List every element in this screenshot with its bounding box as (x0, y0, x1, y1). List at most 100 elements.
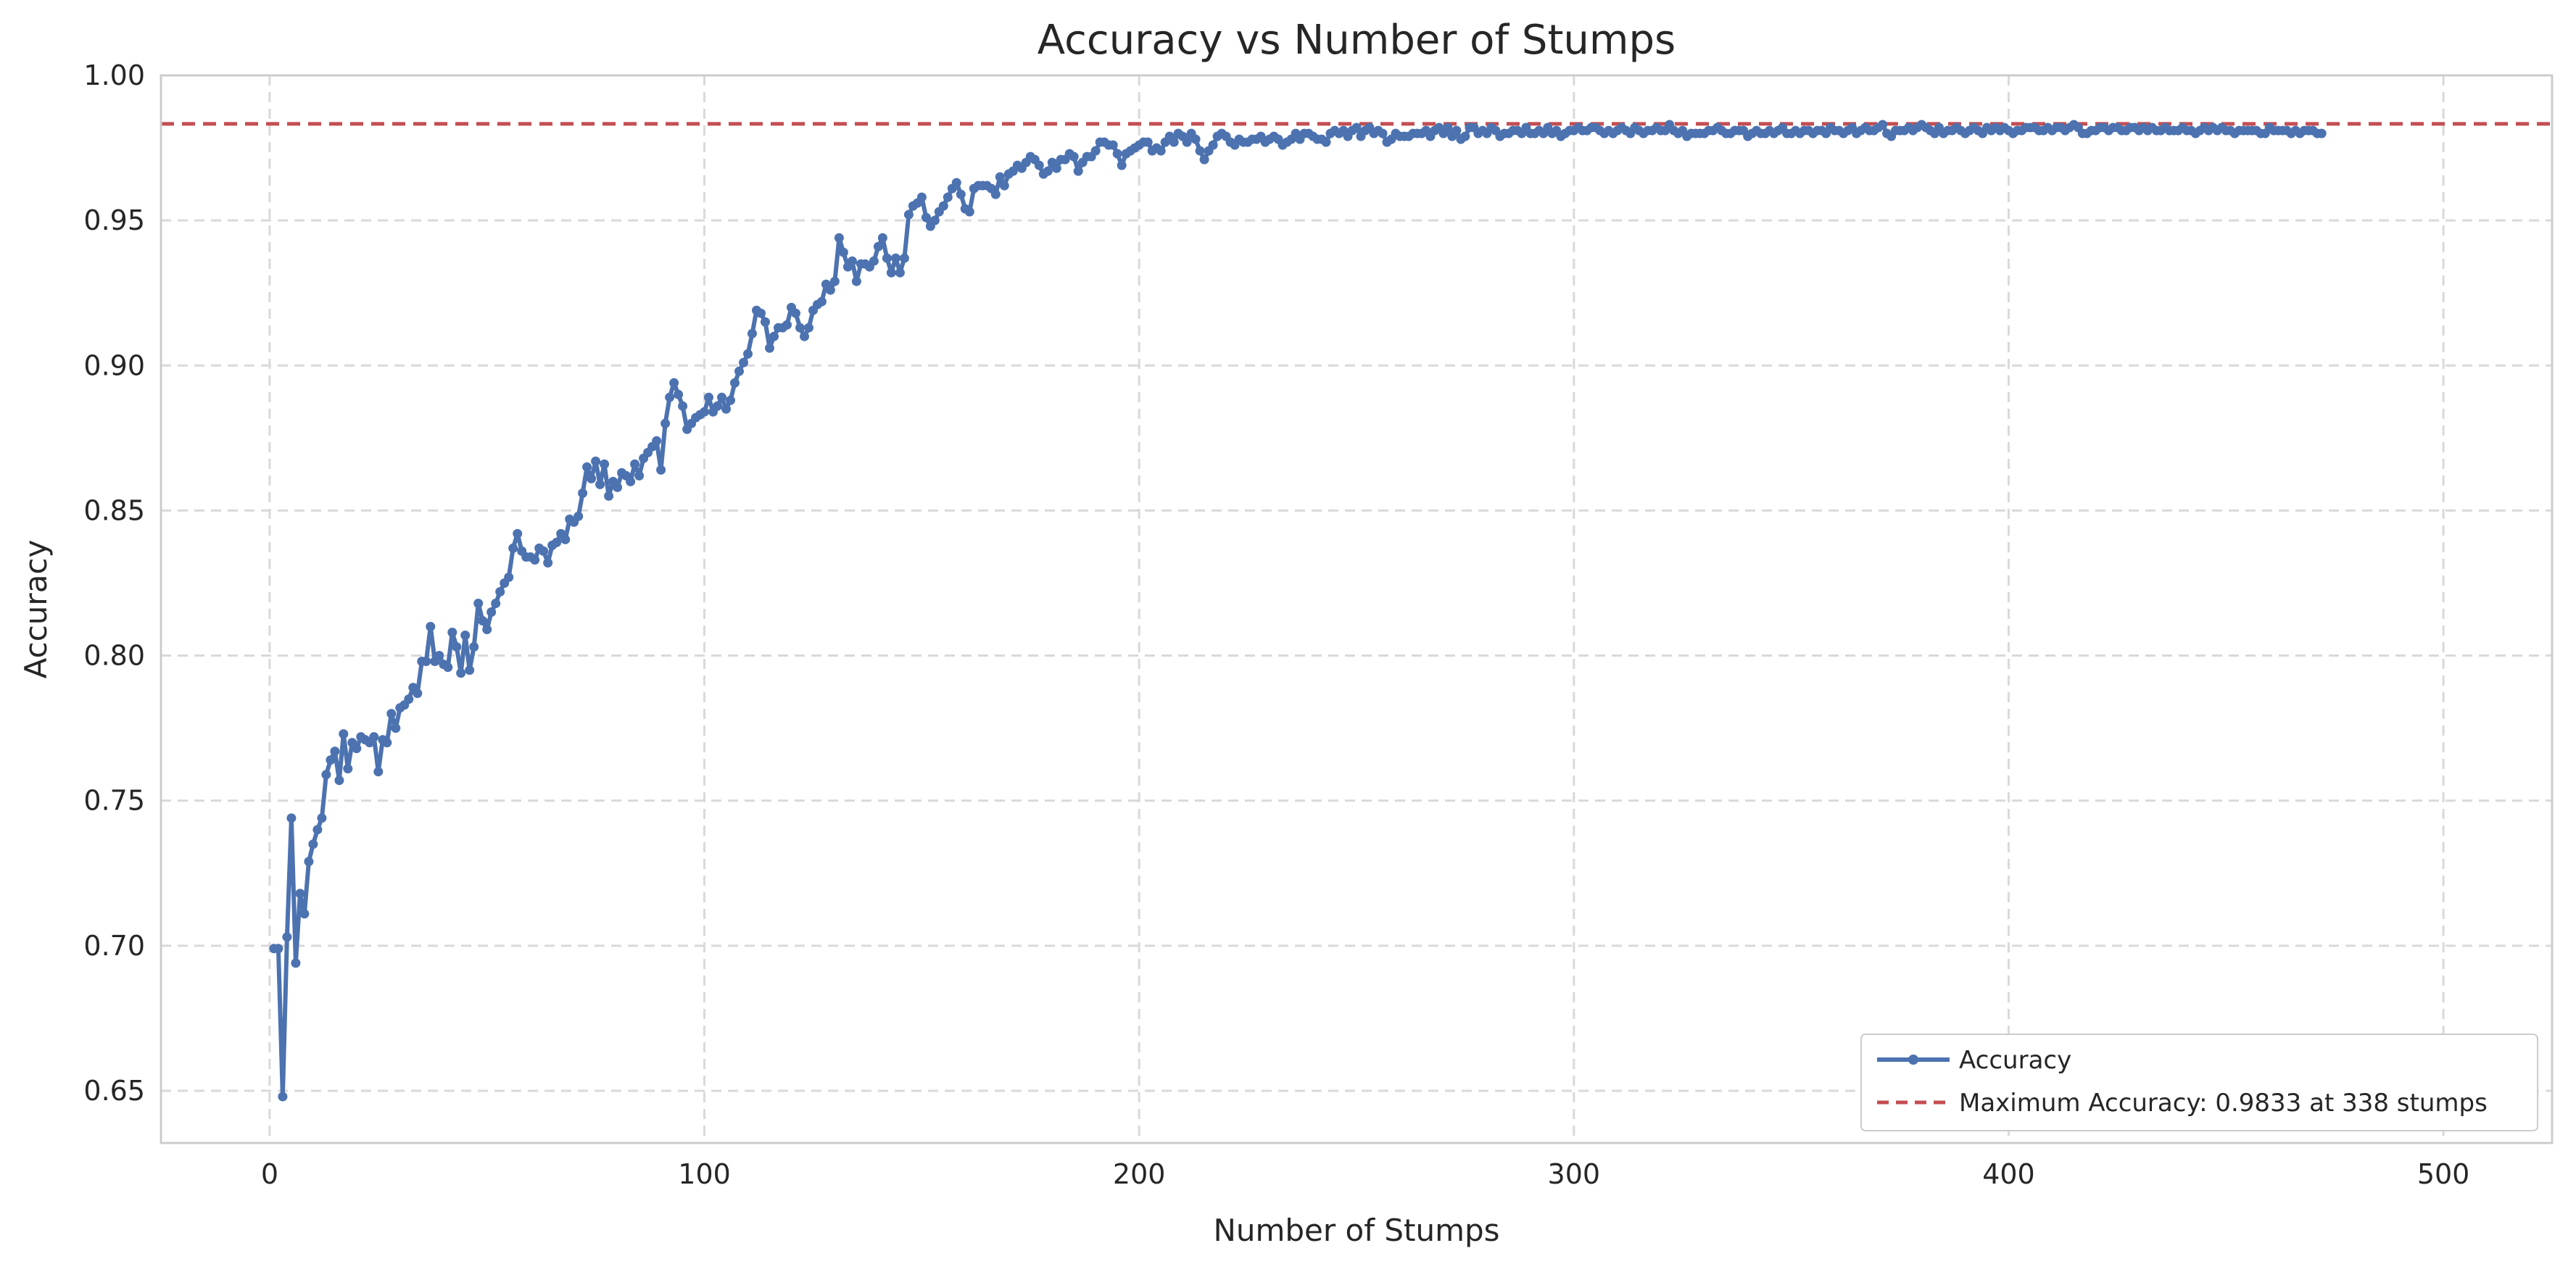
accuracy-point (899, 253, 909, 263)
accuracy-point (299, 909, 310, 919)
accuracy-point (1043, 166, 1053, 176)
accuracy-point (504, 573, 514, 582)
legend-box (1860, 1034, 2538, 1131)
accuracy-point (578, 488, 588, 498)
accuracy-point (456, 668, 466, 678)
x-tick-label: 300 (1548, 1158, 1601, 1190)
legend-accuracy-marker (1908, 1055, 1918, 1065)
y-tick-label: 0.70 (83, 930, 145, 962)
x-tick-label: 0 (261, 1158, 278, 1190)
y-tick-label: 1.00 (83, 59, 145, 91)
accuracy-point (443, 662, 453, 673)
legend: Accuracy Maximum Accuracy: 0.9833 at 338… (1860, 1034, 2538, 1131)
x-tick-label: 400 (1982, 1158, 2035, 1190)
accuracy-point (1321, 137, 1331, 147)
accuracy-point (877, 233, 887, 243)
accuracy-point (343, 764, 353, 774)
accuracy-point (447, 628, 457, 637)
x-tick-label: 200 (1113, 1158, 1166, 1190)
accuracy-point (295, 889, 305, 899)
x-tick-label: 500 (2417, 1158, 2470, 1190)
accuracy-point (882, 253, 892, 263)
accuracy-point (473, 599, 484, 608)
accuracy-point (795, 323, 805, 333)
accuracy-point (916, 192, 927, 202)
accuracy-point (1069, 151, 1079, 162)
accuracy-point (1190, 134, 1201, 144)
accuracy-point (321, 770, 331, 780)
accuracy-point (1182, 137, 1192, 147)
accuracy-point (595, 479, 605, 489)
accuracy-point (700, 407, 709, 417)
accuracy-point (660, 418, 671, 428)
accuracy-point (1156, 146, 1166, 156)
accuracy-point (286, 813, 297, 823)
accuracy-point (634, 470, 645, 481)
accuracy-point (386, 709, 397, 719)
accuracy-point (886, 267, 896, 278)
accuracy-point (282, 932, 292, 942)
accuracy-point (838, 247, 848, 257)
accuracy-point (999, 180, 1009, 191)
accuracy-point (413, 689, 423, 699)
x-axis-label: Number of Stumps (1213, 1213, 1499, 1248)
accuracy-point (391, 723, 401, 733)
accuracy-point (1199, 154, 1209, 165)
accuracy-point (761, 317, 770, 327)
accuracy-point (921, 212, 931, 223)
accuracy-point (938, 201, 948, 211)
accuracy-point (469, 642, 479, 652)
accuracy-point (734, 366, 744, 376)
accuracy-point (1108, 140, 1118, 150)
accuracy-point (1443, 122, 1453, 133)
accuracy-point (829, 276, 840, 286)
accuracy-point (630, 459, 640, 469)
accuracy-point (513, 528, 523, 539)
accuracy-point (482, 625, 492, 634)
accuracy-point (1451, 125, 1462, 136)
accuracy-point (330, 747, 340, 757)
accuracy-point (1460, 131, 1470, 141)
accuracy-point (317, 813, 327, 823)
accuracy-point (656, 465, 666, 475)
accuracy-point (847, 256, 857, 266)
chart-title: Accuracy vs Number of Stumps (1038, 17, 1676, 64)
accuracy-point (326, 755, 336, 765)
accuracy-point (543, 558, 553, 568)
accuracy-point (995, 172, 1005, 182)
accuracy-point (873, 241, 883, 252)
accuracy-point (573, 511, 584, 521)
accuracy-point (895, 267, 905, 278)
accuracy-point (1878, 120, 1888, 130)
y-tick-label: 0.75 (83, 785, 145, 817)
y-tick-label: 0.90 (83, 349, 145, 381)
legend-accuracy-label: Accuracy (1959, 1046, 2071, 1075)
accuracy-point (626, 476, 636, 486)
accuracy-point (334, 776, 344, 786)
accuracy-point (421, 657, 431, 666)
accuracy-point (495, 587, 505, 596)
accuracy-point (604, 491, 614, 501)
plot-area (161, 120, 2552, 1102)
accuracy-point (486, 607, 497, 617)
accuracy-point (308, 839, 318, 849)
accuracy-point (739, 357, 748, 367)
accuracy-point (678, 401, 688, 411)
accuracy-point (652, 436, 662, 446)
accuracy-point (552, 537, 562, 547)
accuracy-point (312, 825, 323, 835)
accuracy-point (1117, 160, 1127, 170)
accuracy-point (929, 215, 940, 225)
accuracy-point (943, 192, 953, 202)
accuracy-point (1351, 122, 1362, 133)
accuracy-point (951, 178, 961, 188)
accuracy-point (869, 256, 879, 266)
accuracy-point (273, 944, 283, 954)
accuracy-point (1090, 146, 1101, 156)
accuracy-point (756, 308, 766, 318)
accuracy-point (800, 331, 809, 341)
y-tick-label: 0.65 (83, 1075, 145, 1107)
accuracy-point (278, 1092, 288, 1102)
accuracy-markers (269, 120, 2327, 1102)
